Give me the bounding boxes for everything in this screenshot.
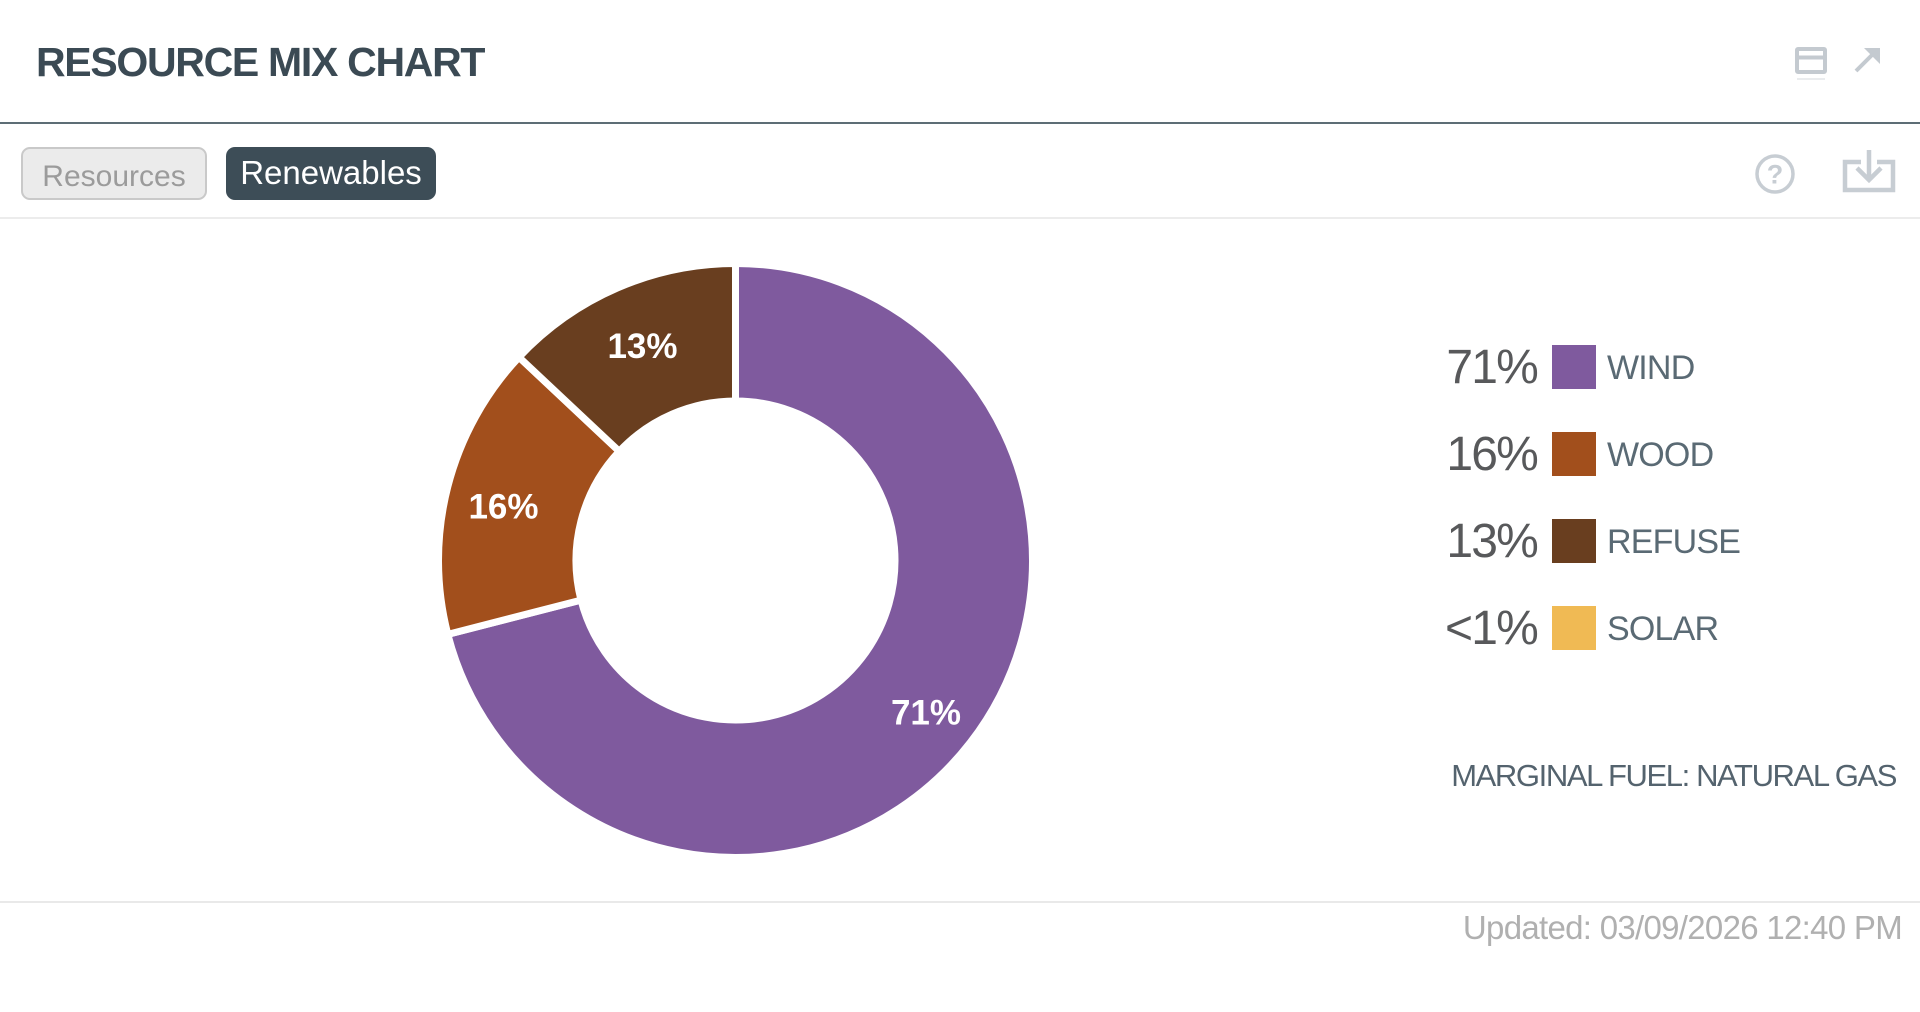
svg-text:16%: 16% xyxy=(468,488,538,527)
svg-text:?: ? xyxy=(1767,160,1784,190)
svg-text:13%: 13% xyxy=(607,327,677,366)
svg-text:71%: 71% xyxy=(891,694,961,733)
